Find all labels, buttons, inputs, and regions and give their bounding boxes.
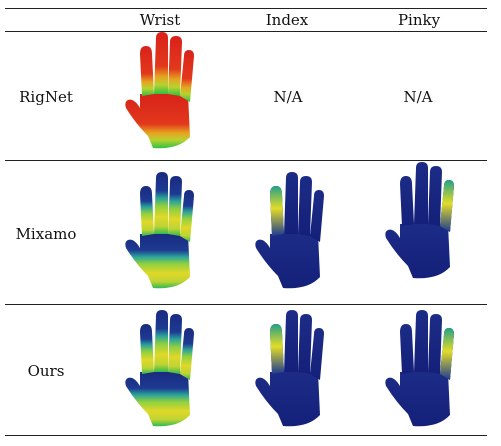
mixamo-index-hand [240, 172, 340, 292]
row-label-rignet: RigNet [19, 88, 73, 106]
bottom-rule [5, 435, 487, 436]
header-rule [5, 31, 487, 32]
ours-pinky-hand [370, 310, 470, 430]
col-header-pinky: Pinky [397, 11, 441, 29]
ours-index-hand [240, 310, 340, 430]
row-rule-2 [5, 304, 487, 305]
rignet-pinky-na: N/A [403, 88, 433, 106]
col-header-index: Index [265, 11, 309, 29]
row-label-ours: Ours [27, 362, 65, 380]
row-label-mixamo: Mixamo [15, 225, 77, 243]
ours-wrist-hand [110, 310, 210, 430]
top-rule [5, 8, 487, 9]
rignet-wrist-hand [110, 32, 210, 152]
row-rule-1 [5, 160, 487, 161]
mixamo-wrist-hand [110, 172, 210, 292]
mixamo-pinky-hand [370, 162, 470, 282]
rignet-index-na: N/A [273, 88, 303, 106]
col-header-wrist: Wrist [139, 11, 181, 29]
